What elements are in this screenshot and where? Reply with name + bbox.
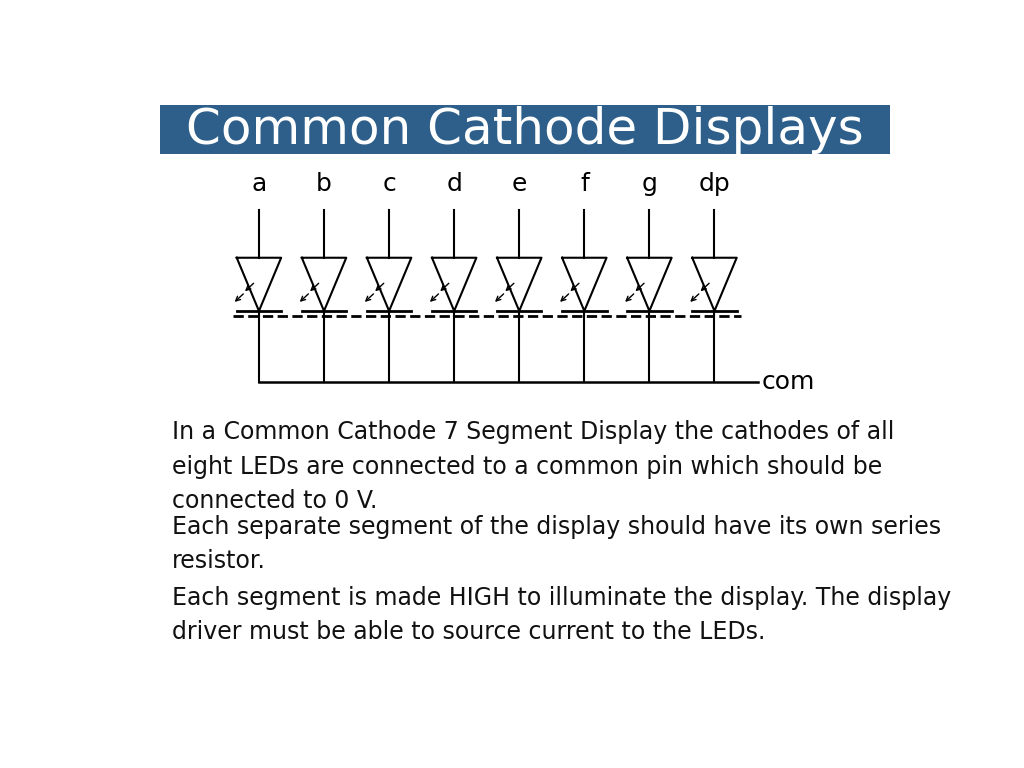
Text: com: com <box>762 370 815 394</box>
Text: e: e <box>512 172 527 196</box>
Text: Each segment is made HIGH to illuminate the display. The display
driver must be : Each segment is made HIGH to illuminate … <box>172 586 951 644</box>
Text: In a Common Cathode 7 Segment Display the cathodes of all
eight LEDs are connect: In a Common Cathode 7 Segment Display th… <box>172 420 894 513</box>
Text: b: b <box>316 172 332 196</box>
Text: Each separate segment of the display should have its own series
resistor.: Each separate segment of the display sho… <box>172 515 941 574</box>
Text: d: d <box>446 172 462 196</box>
Text: a: a <box>251 172 266 196</box>
FancyBboxPatch shape <box>160 105 890 154</box>
Text: dp: dp <box>698 172 730 196</box>
Text: g: g <box>641 172 657 196</box>
Text: Common Cathode Displays: Common Cathode Displays <box>186 106 863 154</box>
Text: c: c <box>382 172 396 196</box>
Text: f: f <box>580 172 589 196</box>
